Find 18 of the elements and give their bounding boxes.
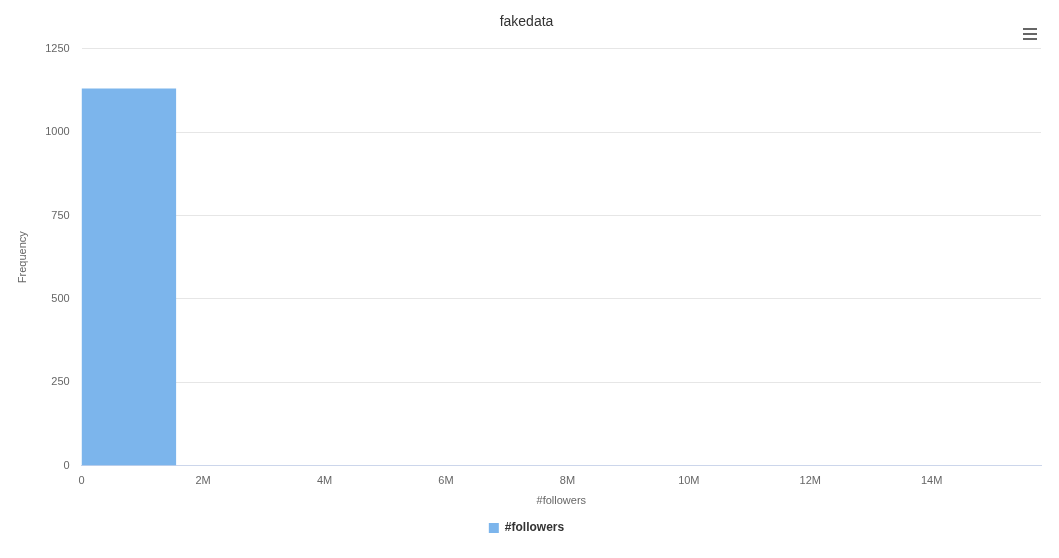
y-tick-label: 500 xyxy=(51,291,70,304)
y-tick-label: 1000 xyxy=(45,125,70,138)
y-tick-label: 0 xyxy=(63,458,70,471)
y-tick-label: 1250 xyxy=(45,41,70,54)
x-axis-title: #followers xyxy=(536,494,587,507)
x-tick-label: 0 xyxy=(78,474,85,487)
y-tick-label: 750 xyxy=(51,208,70,221)
x-tick-label: 4M xyxy=(316,474,333,487)
legend-label: #followers xyxy=(504,520,565,535)
x-tick-label: 12M xyxy=(799,474,821,487)
x-tick-label: 6M xyxy=(438,474,454,487)
y-axis-title: Frequency xyxy=(15,230,28,284)
x-tick-label: 8M xyxy=(559,474,576,487)
x-tick-label: 10M xyxy=(678,474,700,487)
y-tick-label: 250 xyxy=(51,375,70,388)
chart-title: fakedata xyxy=(499,13,554,30)
x-tick-label: 14M xyxy=(921,474,943,487)
x-tick-label: 2M xyxy=(195,474,211,487)
